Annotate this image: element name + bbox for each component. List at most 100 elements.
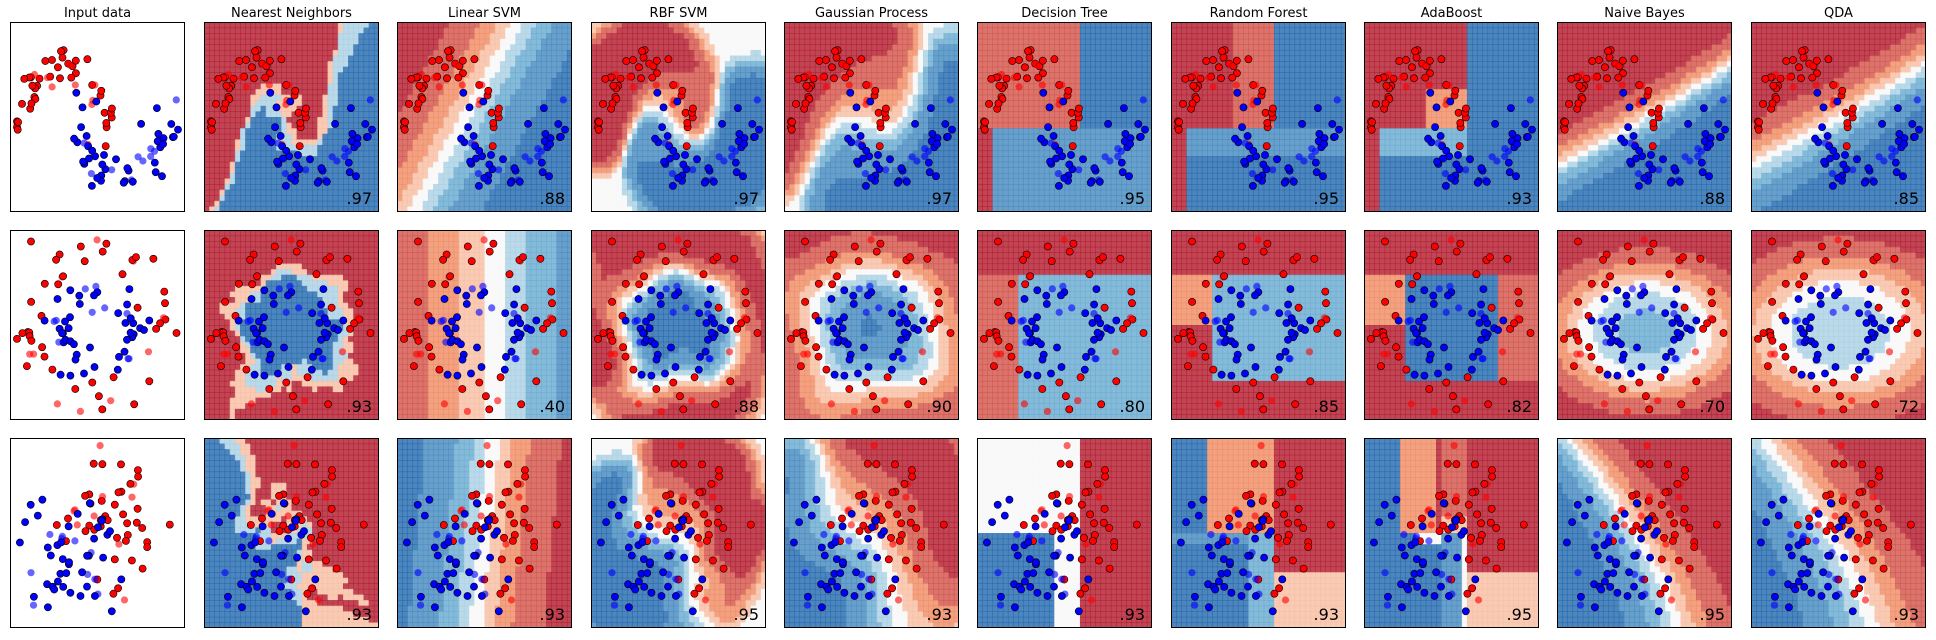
decision-cell (433, 206, 439, 212)
decision-cell (922, 105, 929, 113)
decision-cell (714, 72, 721, 79)
decision-cell (704, 111, 710, 118)
decision-cell (525, 167, 532, 174)
decision-cell (886, 172, 893, 180)
decision-cell (422, 111, 429, 118)
data-point (485, 160, 494, 169)
decision-cell (286, 167, 293, 174)
decision-cell (907, 133, 914, 140)
decision-cell (693, 100, 700, 107)
decision-cell (627, 172, 633, 180)
data-point (647, 61, 655, 69)
decision-cell (892, 94, 898, 101)
decision-cell (322, 105, 329, 113)
decision-cell (876, 72, 883, 79)
decision-cell (794, 122, 801, 129)
decision-cell (892, 122, 898, 129)
decision-cell (596, 72, 602, 79)
decision-cell (789, 100, 795, 107)
decision-cell (789, 61, 795, 68)
decision-cell (856, 200, 862, 208)
decision-cell (332, 94, 339, 101)
data-point (322, 177, 331, 186)
decision-cell (281, 189, 287, 196)
decision-cell (825, 33, 831, 40)
decision-cell (229, 139, 236, 146)
decision-cell (678, 189, 685, 196)
decision-cell (525, 89, 532, 96)
decision-cell (642, 206, 649, 212)
decision-cell (438, 128, 444, 135)
decision-cell (750, 77, 757, 85)
decision-cell (234, 38, 241, 45)
decision-cell (422, 189, 429, 196)
decision-cell (433, 133, 439, 140)
decision-cell (596, 61, 602, 68)
decision-cell (740, 27, 747, 34)
decision-cell (443, 178, 450, 185)
decision-cell (373, 66, 379, 73)
decision-cell (922, 117, 929, 124)
decision-cell (301, 100, 308, 107)
decision-cell (820, 184, 826, 191)
decision-cell (469, 89, 475, 96)
data-point (459, 88, 468, 97)
decision-cell (933, 77, 940, 85)
decision-cell (561, 72, 568, 79)
decision-cell (214, 22, 221, 29)
decision-cell (794, 156, 801, 163)
decision-cell (876, 83, 883, 90)
decision-cell (596, 178, 602, 185)
decision-cell (591, 144, 597, 152)
decision-cell (510, 72, 516, 79)
data-point (495, 166, 503, 174)
data-point (101, 142, 110, 150)
decision-cell (443, 195, 450, 202)
decision-cell (917, 89, 924, 96)
data-point (152, 104, 161, 112)
decision-cell (348, 94, 354, 101)
decision-cell (820, 66, 826, 73)
decision-cell (566, 94, 572, 101)
decision-cell (204, 122, 210, 129)
decision-cell (729, 178, 736, 185)
decision-cell (616, 55, 623, 62)
decision-cell (693, 200, 700, 208)
decision-cell (525, 83, 532, 90)
decision-cell (601, 89, 608, 96)
decision-cell (928, 111, 934, 118)
decision-cell (469, 61, 475, 68)
decision-cell (229, 133, 236, 140)
decision-cell (683, 156, 690, 163)
decision-cell (353, 122, 360, 129)
decision-cell (922, 128, 929, 135)
decision-cell (673, 128, 680, 135)
decision-cell (750, 195, 757, 202)
decision-cell (611, 66, 618, 73)
decision-cell (296, 61, 303, 68)
decision-cell (735, 156, 741, 163)
decision-cell (453, 22, 460, 29)
decision-cell (438, 144, 444, 152)
decision-cell (699, 55, 705, 62)
decision-cell (240, 122, 246, 129)
decision-cell (337, 83, 344, 90)
decision-cell (663, 128, 669, 135)
decision-cell (912, 195, 919, 202)
decision-cell (489, 77, 496, 85)
data-point (108, 166, 116, 174)
decision-cell (621, 89, 628, 96)
decision-cell (591, 89, 597, 96)
decision-cell (799, 178, 806, 185)
decision-cell (809, 150, 816, 157)
decision-cell (693, 117, 700, 124)
decision-cell (611, 150, 618, 157)
data-point (735, 129, 744, 138)
decision-cell (745, 33, 752, 40)
decision-cell (876, 66, 883, 73)
decision-cell (688, 55, 695, 62)
decision-cell (845, 38, 852, 45)
decision-cell (229, 44, 236, 51)
decision-cell (433, 189, 439, 196)
data-point (515, 177, 524, 186)
